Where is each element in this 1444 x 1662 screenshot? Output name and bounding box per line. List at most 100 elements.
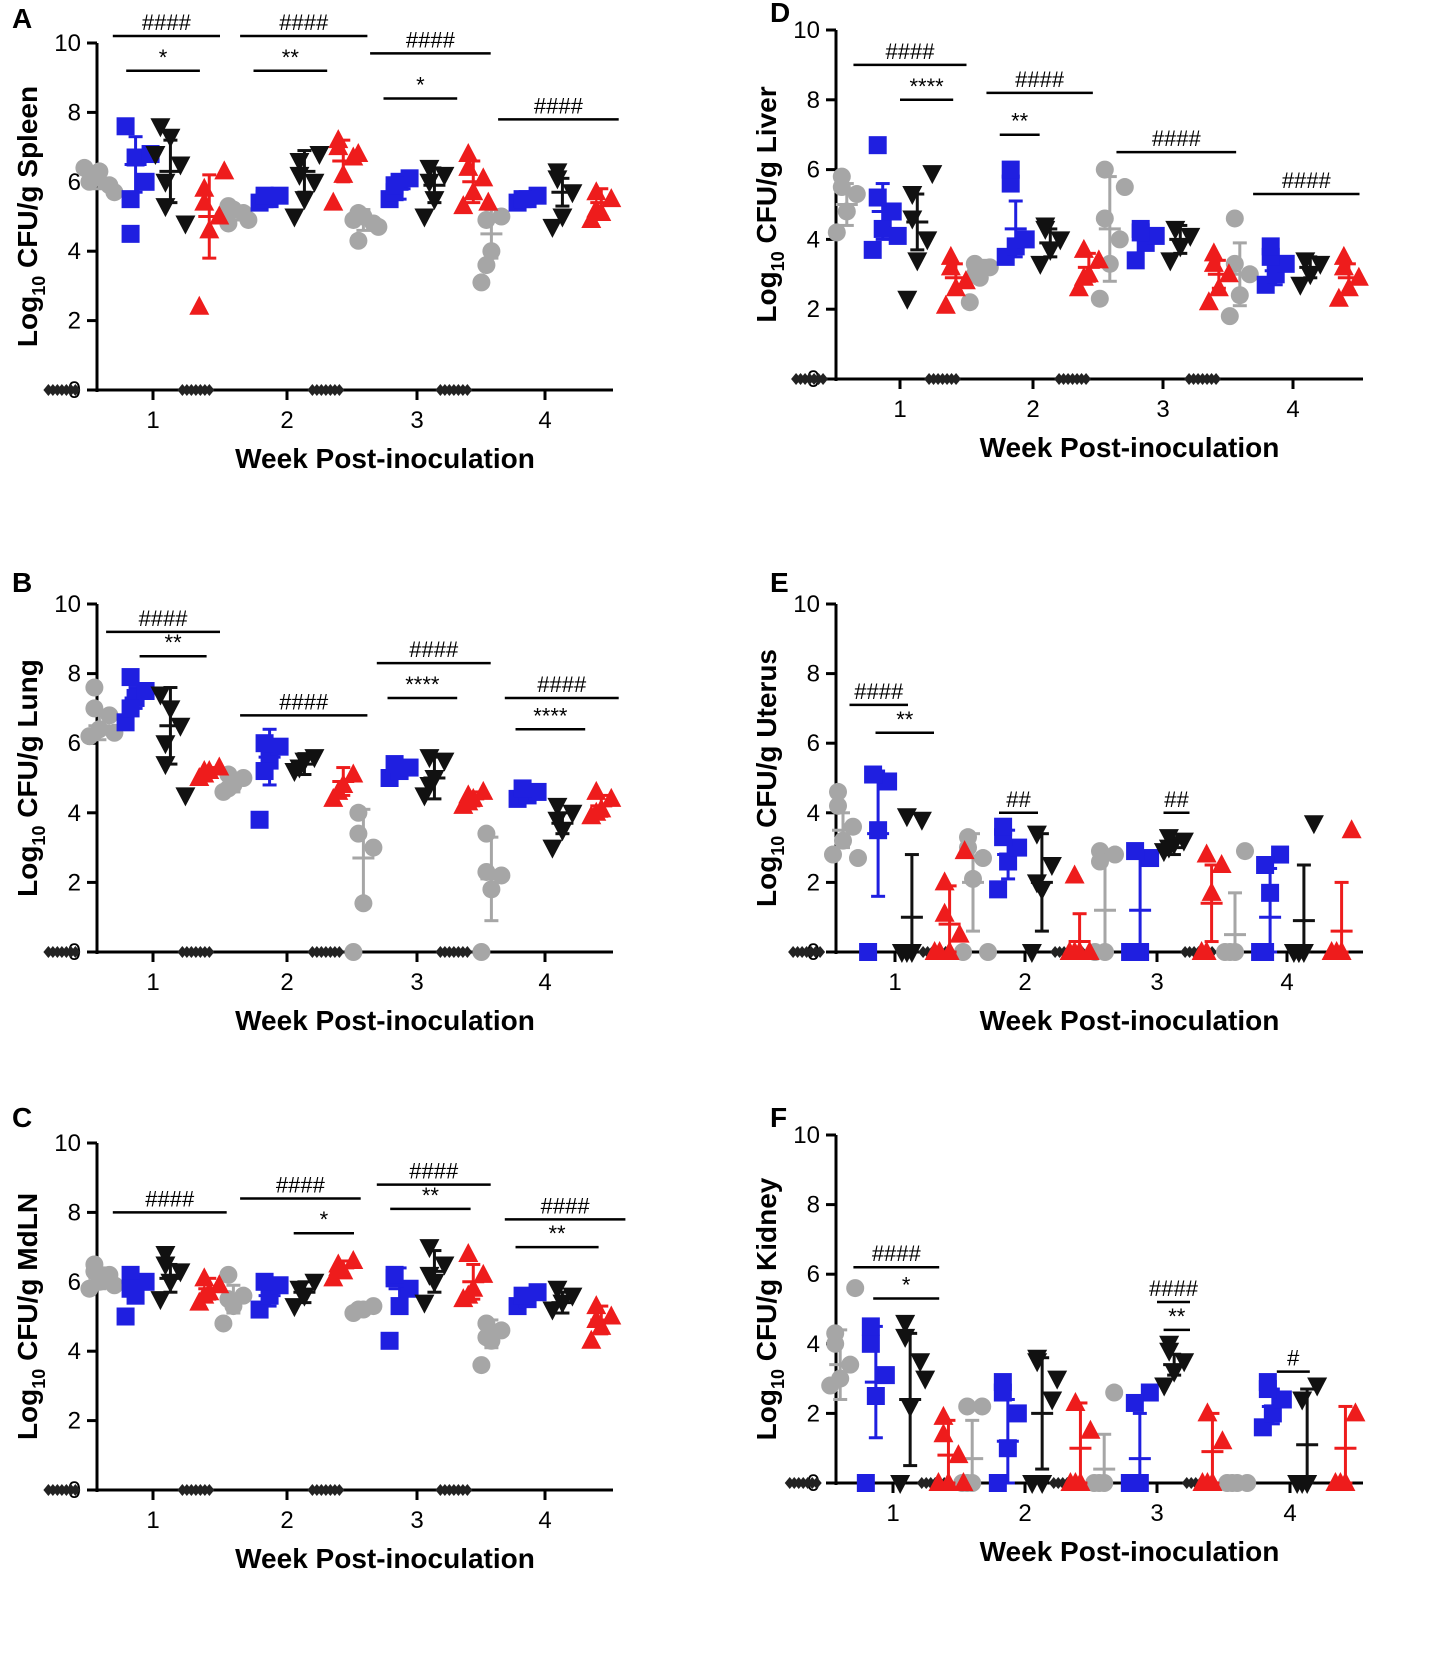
data-point xyxy=(1164,1363,1185,1383)
x-axis-label: Week Post-inoculation xyxy=(980,432,1280,463)
data-point xyxy=(349,1300,368,1319)
data-point xyxy=(1328,287,1349,307)
data-point xyxy=(390,1297,409,1316)
panel-label: C xyxy=(12,1102,32,1133)
data-point xyxy=(194,760,215,780)
data-point xyxy=(492,1321,511,1340)
data-point xyxy=(1140,1383,1159,1402)
x-tick-label: 4 xyxy=(538,1507,551,1534)
data-point xyxy=(1154,1377,1175,1397)
data-point xyxy=(214,1314,233,1333)
panel-label: D xyxy=(770,0,790,28)
data-point xyxy=(562,1287,583,1307)
zero-point xyxy=(334,1484,345,1496)
data-point xyxy=(380,1331,399,1350)
data-point xyxy=(979,943,997,961)
data-point xyxy=(255,1272,274,1291)
data-point xyxy=(234,1286,253,1305)
data-point xyxy=(1001,160,1020,179)
significance-label: ## xyxy=(1164,787,1189,812)
significance-label: #### xyxy=(541,1193,591,1218)
significance-label: #### xyxy=(1015,67,1065,92)
data-point xyxy=(328,780,349,800)
data-point xyxy=(150,686,171,706)
data-point xyxy=(1110,230,1129,249)
data-point xyxy=(829,796,847,815)
data-point xyxy=(214,160,235,180)
data-point xyxy=(1065,1472,1086,1491)
data-point xyxy=(1126,943,1145,961)
data-point xyxy=(354,894,373,913)
data-point xyxy=(323,191,344,211)
data-point xyxy=(1173,832,1194,852)
data-point xyxy=(974,849,992,868)
data-point xyxy=(343,763,364,783)
data-point xyxy=(999,852,1018,871)
x-tick-label: 2 xyxy=(280,407,293,434)
data-point xyxy=(1026,825,1047,845)
data-point xyxy=(1047,1370,1068,1390)
data-point xyxy=(940,245,961,265)
significance-label: #### xyxy=(409,637,459,662)
y-axis-label: Log10 CFU/g Lung xyxy=(12,659,49,897)
data-point xyxy=(250,1300,269,1319)
data-point xyxy=(856,1474,875,1492)
data-point xyxy=(1030,255,1051,275)
data-point xyxy=(121,1265,140,1284)
data-point xyxy=(419,159,440,179)
data-point xyxy=(189,295,210,315)
y-tick-label: 4 xyxy=(68,238,81,265)
data-point xyxy=(1218,263,1239,283)
y-axis-label: Log10 CFU/g Liver xyxy=(751,86,788,322)
data-point xyxy=(1064,941,1085,960)
significance-label: #### xyxy=(139,606,189,631)
data-point xyxy=(160,1273,181,1293)
data-point xyxy=(219,197,238,216)
data-point xyxy=(513,1286,532,1305)
data-point xyxy=(75,158,94,177)
significance-label: #### xyxy=(1152,126,1202,151)
data-point xyxy=(1160,252,1181,272)
y-axis-label: Log10 CFU/g Uterus xyxy=(751,649,788,907)
data-point xyxy=(1042,1391,1063,1411)
y-tick-label: 2 xyxy=(68,869,81,896)
significance-label: #### xyxy=(854,679,904,704)
significance-label: ** xyxy=(1011,109,1029,134)
data-point xyxy=(1095,160,1114,179)
data-point xyxy=(988,1474,1007,1492)
data-point xyxy=(85,678,104,697)
data-point xyxy=(1198,291,1219,311)
data-point xyxy=(270,737,289,756)
data-point xyxy=(136,682,155,700)
data-point xyxy=(175,787,196,807)
zero-point xyxy=(462,384,473,396)
zero-point xyxy=(70,384,81,396)
data-point xyxy=(935,294,956,314)
data-point xyxy=(1295,252,1316,272)
data-point xyxy=(1256,856,1275,874)
data-point xyxy=(116,117,135,136)
significance-label: #### xyxy=(872,1241,922,1266)
data-point xyxy=(601,787,622,807)
data-point xyxy=(344,943,363,961)
data-point xyxy=(1203,252,1224,272)
data-point xyxy=(219,779,238,798)
zero-point xyxy=(462,946,473,958)
data-point xyxy=(826,1324,845,1343)
data-point xyxy=(953,1472,974,1491)
data-point xyxy=(902,210,923,230)
data-point xyxy=(955,270,976,290)
zero-point xyxy=(70,1484,81,1496)
zero-point xyxy=(951,373,962,385)
zero-point xyxy=(70,946,81,958)
data-point xyxy=(136,172,155,191)
y-tick-label: 4 xyxy=(807,800,820,827)
data-point xyxy=(136,1272,155,1291)
data-point xyxy=(547,811,568,831)
y-tick-label: 6 xyxy=(807,1261,820,1288)
data-point xyxy=(958,1397,977,1416)
data-point xyxy=(863,240,882,259)
data-point xyxy=(482,242,501,261)
